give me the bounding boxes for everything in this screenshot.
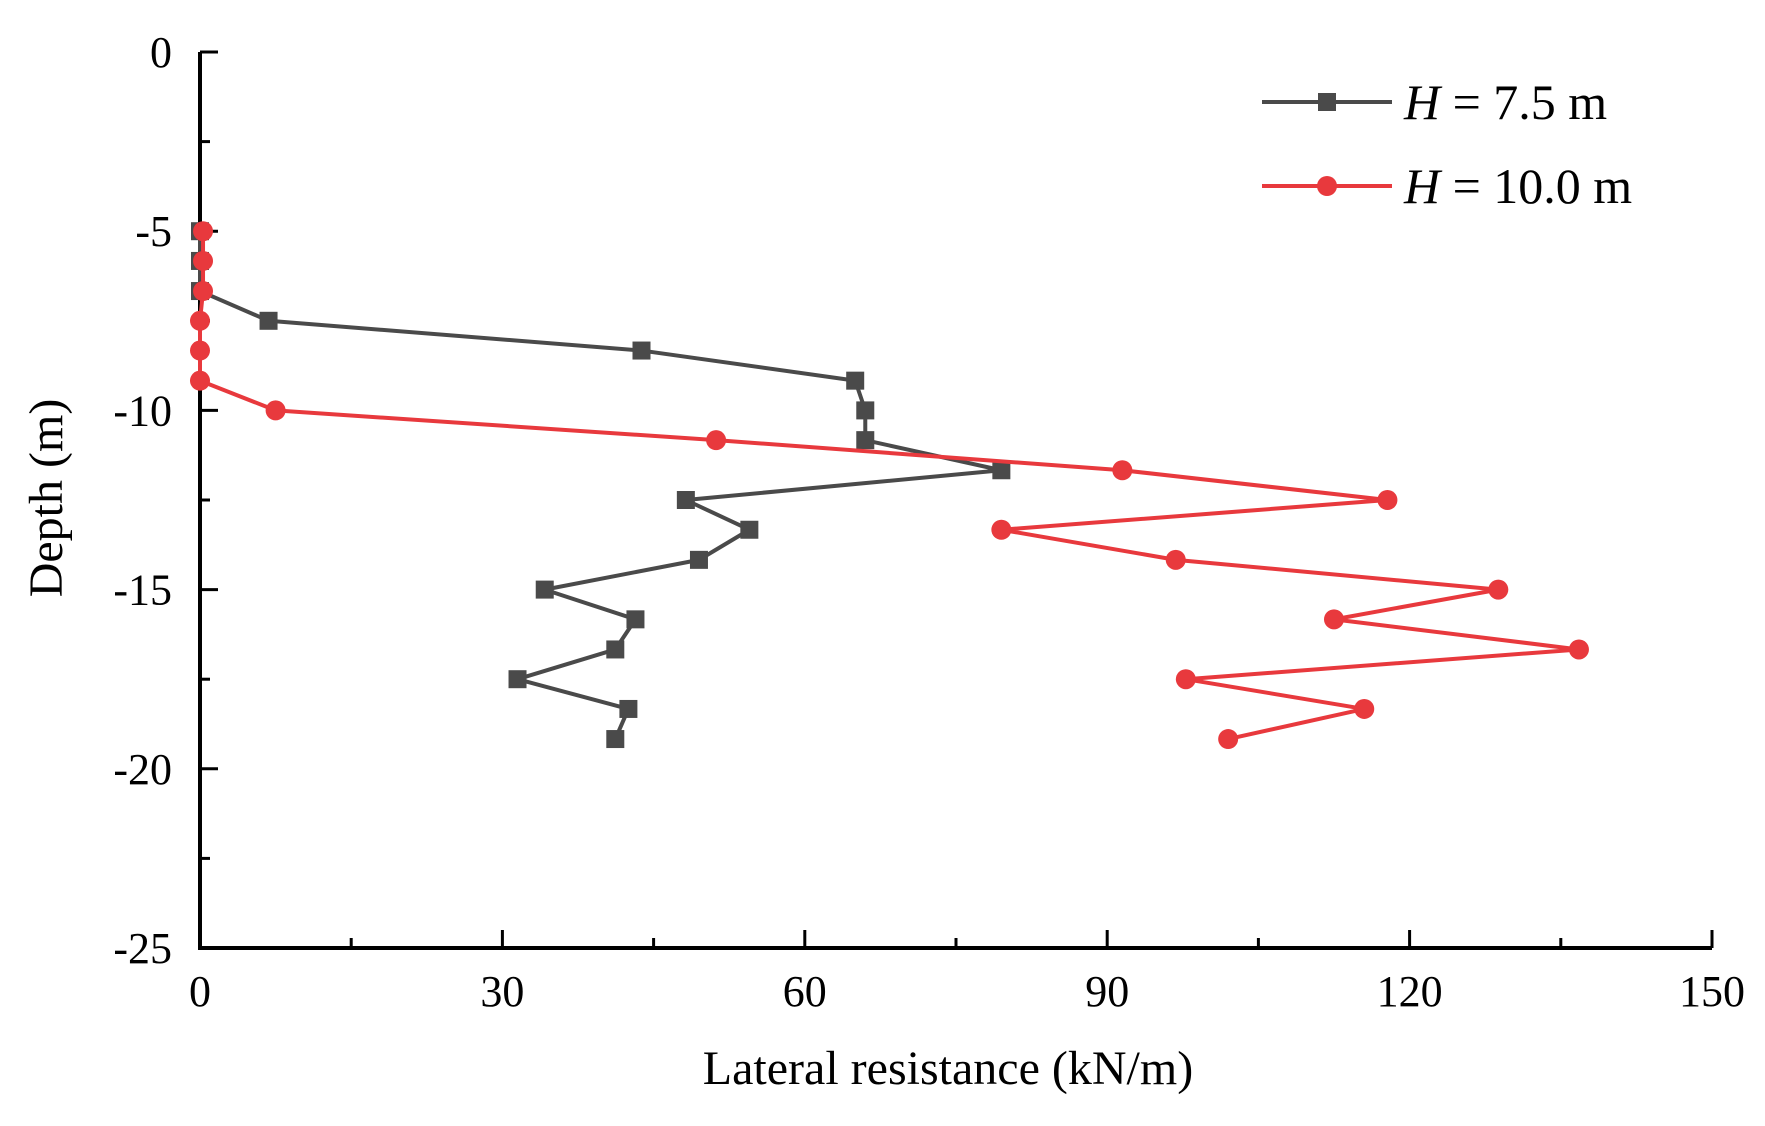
data-point-circle: [1568, 639, 1589, 660]
legend-marker-circle: [1317, 176, 1337, 196]
legend-value: = 7.5 m: [1440, 74, 1607, 130]
data-point-square: [992, 461, 1011, 480]
data-point-square: [508, 670, 527, 689]
data-point-square: [535, 580, 554, 599]
y-tick-label: -10: [113, 386, 172, 435]
data-point-circle: [193, 281, 214, 302]
data-point-square: [856, 401, 875, 420]
data-point-square: [606, 640, 625, 659]
data-point-square: [676, 491, 695, 509]
data-point-circle: [190, 370, 210, 391]
data-point-circle: [1165, 549, 1186, 570]
data-point-circle: [1354, 698, 1375, 719]
data-point-circle: [190, 340, 210, 361]
data-point-circle: [265, 400, 286, 421]
data-point-square: [632, 341, 651, 360]
data-point-circle: [193, 250, 214, 271]
legend-variable: H: [1403, 74, 1443, 130]
legend-value: = 10.0 m: [1440, 158, 1632, 214]
data-point-square: [856, 431, 875, 450]
data-point-square: [689, 550, 708, 569]
y-tick-label: -25: [113, 924, 172, 973]
data-point-square: [606, 730, 625, 749]
axes: 0 30 60 90 120 150 0 -5 -10 -15 -20 -25: [113, 28, 1745, 1016]
x-tick-label: 150: [1679, 967, 1745, 1016]
x-tick-label: 60: [783, 967, 827, 1016]
data-point-square: [740, 520, 759, 539]
x-tick-label: 120: [1377, 967, 1443, 1016]
y-tick-label: -20: [113, 745, 172, 794]
x-tick-label: 90: [1085, 967, 1129, 1016]
series-line-1: [198, 231, 1004, 740]
data-point-square: [846, 371, 865, 390]
data-point-circle: [1175, 669, 1196, 690]
data-point-square: [626, 610, 645, 629]
x-tick-label: 30: [480, 967, 524, 1016]
legend-label: H = 7.5 m: [1403, 74, 1607, 130]
y-tick-label: -15: [113, 566, 172, 615]
series-layer: [190, 221, 1589, 750]
data-point-circle: [190, 310, 210, 331]
data-point-circle: [1377, 490, 1398, 510]
data-point-square: [619, 699, 638, 718]
legend-variable: H: [1403, 158, 1443, 214]
series-line-2: [198, 231, 1581, 742]
data-point-circle: [706, 430, 727, 451]
data-point-circle: [1488, 579, 1509, 600]
data-point-circle: [1324, 609, 1344, 630]
data-point-circle: [1112, 460, 1133, 481]
data-point-circle: [991, 519, 1012, 540]
data-point-circle: [1218, 729, 1239, 750]
y-tick-label: -5: [135, 207, 172, 256]
legend-marker-square: [1318, 93, 1336, 111]
legend-label: H = 10.0 m: [1403, 158, 1632, 214]
legend: H = 7.5 mH = 10.0 m: [1262, 74, 1632, 214]
y-axis-title: Depth (m): [20, 399, 73, 598]
x-axis-title: Lateral resistance (kN/m): [703, 1042, 1193, 1095]
data-point-circle: [193, 221, 214, 242]
data-point-square: [259, 311, 278, 330]
x-tick-label: 0: [189, 967, 211, 1016]
y-tick-label: 0: [150, 28, 172, 77]
series-2: [190, 221, 1589, 750]
series-1: [191, 222, 1011, 749]
